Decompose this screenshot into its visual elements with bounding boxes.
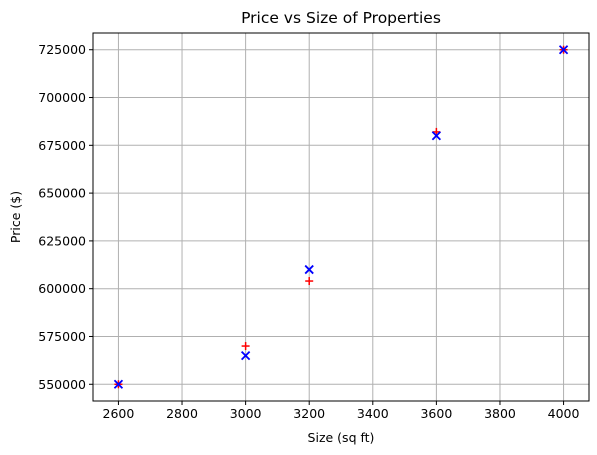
x-tick-label: 3200 bbox=[293, 406, 325, 421]
y-tick-label: 650000 bbox=[38, 186, 86, 201]
x-tick-label: 3400 bbox=[357, 406, 389, 421]
plus-marker-point bbox=[241, 342, 250, 351]
x-marker-point bbox=[304, 264, 314, 275]
y-tick-label: 550000 bbox=[38, 377, 86, 392]
x-tick-label: 3800 bbox=[484, 406, 516, 421]
x-tick-label: 2800 bbox=[166, 406, 198, 421]
data-points bbox=[113, 45, 569, 389]
chart-title: Price vs Size of Properties bbox=[241, 9, 441, 27]
y-axis-label: Price ($) bbox=[8, 191, 23, 243]
y-tick-label: 700000 bbox=[38, 90, 86, 105]
grid bbox=[93, 33, 589, 401]
y-tick-label: 725000 bbox=[38, 42, 86, 57]
plus-marker-point bbox=[305, 277, 314, 286]
plot-area-frame bbox=[92, 32, 590, 402]
x-axis-label: Size (sq ft) bbox=[308, 430, 375, 445]
y-tick-label: 675000 bbox=[38, 138, 86, 153]
x-tick-label: 4000 bbox=[548, 406, 580, 421]
y-tick-label: 625000 bbox=[38, 233, 86, 248]
x-marker-point bbox=[113, 379, 124, 389]
x-marker-point bbox=[431, 131, 442, 141]
x-tick-label: 3600 bbox=[420, 406, 452, 421]
y-tick-label: 575000 bbox=[38, 329, 86, 344]
y-tick-label: 600000 bbox=[38, 281, 86, 296]
axis-ticks: 2600 2800 3000 3200 3400 3600 3800 4000 550000 57… bbox=[38, 42, 579, 421]
x-marker-point bbox=[558, 45, 569, 55]
x-tick-label: 3000 bbox=[230, 406, 262, 421]
x-tick-label: 2600 bbox=[103, 406, 135, 421]
x-marker-point bbox=[240, 350, 251, 361]
